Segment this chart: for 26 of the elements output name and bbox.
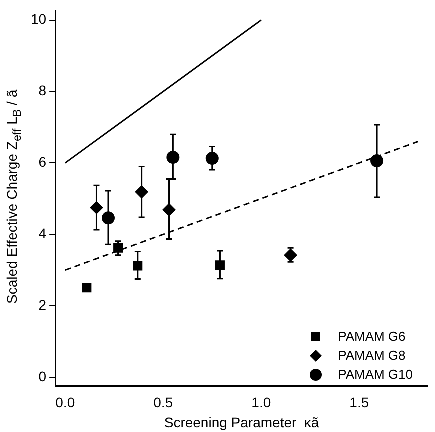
y-tick-label: 2 xyxy=(38,296,47,313)
point xyxy=(114,243,124,253)
x-tick-label: 1.5 xyxy=(350,394,370,411)
point xyxy=(206,152,219,166)
y-tick-label: 4 xyxy=(38,225,47,242)
legend-label: PAMAM G6 xyxy=(338,329,406,344)
point xyxy=(90,201,104,214)
point xyxy=(102,212,115,225)
y-tick-label: 6 xyxy=(38,154,47,170)
legend-label: PAMAM G10 xyxy=(338,367,413,382)
y-tick-label: 0 xyxy=(38,368,47,384)
point xyxy=(284,248,298,262)
x-axis-title: Screening Parameter κã xyxy=(164,414,320,430)
x-tick-label: 0.0 xyxy=(56,394,76,411)
point xyxy=(166,150,180,164)
point xyxy=(370,154,384,168)
point xyxy=(82,283,92,293)
x-tick-label: 1.0 xyxy=(252,394,272,411)
point xyxy=(162,203,176,216)
point xyxy=(135,186,148,199)
y-tick-label: 10 xyxy=(30,11,47,28)
legend-label: PAMAM G8 xyxy=(338,348,406,363)
point xyxy=(215,260,225,270)
y-tick-label: 8 xyxy=(38,82,47,99)
point xyxy=(133,261,143,271)
x-tick-label: 0.5 xyxy=(154,394,174,411)
